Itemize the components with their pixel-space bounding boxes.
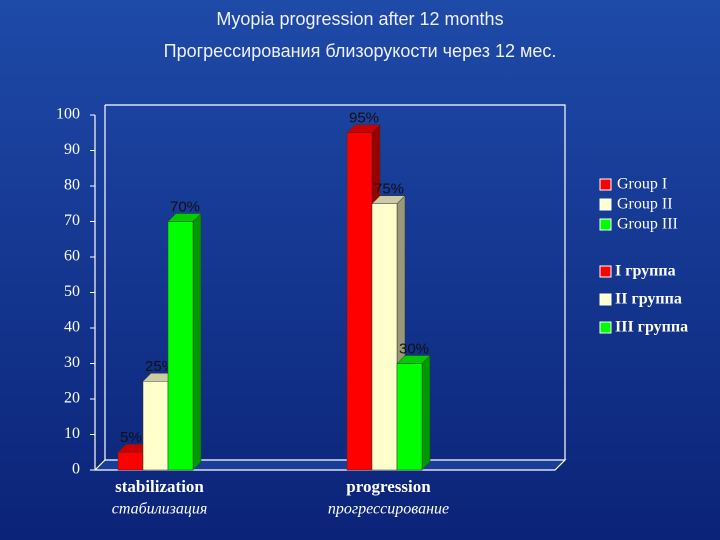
bar xyxy=(142,381,169,471)
legend-label: Group I xyxy=(617,176,667,193)
back-wall xyxy=(105,104,566,460)
bar-side xyxy=(421,354,431,471)
y-tick-label: 70 xyxy=(64,212,80,229)
y-tick-label: 100 xyxy=(56,106,80,123)
y-tick-label: 10 xyxy=(64,425,80,442)
y-tick-label: 60 xyxy=(64,248,80,265)
x-tick-label-ru: стабилизация xyxy=(112,501,208,518)
legend-swatch xyxy=(599,218,612,231)
value-label: 30% xyxy=(399,340,429,357)
y-tick-label: 50 xyxy=(64,283,80,300)
plot-frame xyxy=(93,104,567,471)
chart-subtitle: Прогрессирования близорукости через 12 м… xyxy=(164,41,557,61)
x-tick-label: stabilization xyxy=(115,477,204,496)
x-tick-label: progression xyxy=(346,477,431,496)
legend-swatch xyxy=(599,293,612,306)
legend-label-ru: I группа xyxy=(615,263,676,280)
bar xyxy=(346,132,373,471)
y-tick-label: 0 xyxy=(72,461,80,478)
legend-swatch xyxy=(599,321,612,334)
legend-swatch xyxy=(599,178,612,191)
bar xyxy=(396,363,423,471)
value-label: 75% xyxy=(374,181,404,198)
legend-swatch xyxy=(599,198,612,211)
legend-label-ru: III группа xyxy=(615,319,688,336)
x-tick-label-ru: прогрессирование xyxy=(328,501,449,518)
value-label: 95% xyxy=(349,110,379,127)
y-tick-label: 40 xyxy=(64,319,80,336)
value-label: 5% xyxy=(120,429,142,446)
bar xyxy=(167,221,194,471)
chart-title: Myopia progression after 12 months xyxy=(216,9,503,29)
legend-label: Group II xyxy=(617,196,673,213)
bar-side xyxy=(192,212,202,471)
legend-label-ru: II группа xyxy=(615,291,682,308)
bar xyxy=(117,452,144,471)
value-label: 25% xyxy=(145,358,175,375)
y-tick-label: 90 xyxy=(64,141,80,158)
y-tick-label: 20 xyxy=(64,390,80,407)
y-tick-label: 30 xyxy=(64,354,80,371)
bar xyxy=(371,203,398,471)
legend-swatch xyxy=(599,265,612,278)
y-tick-label: 80 xyxy=(64,177,80,194)
value-label: 70% xyxy=(170,198,200,215)
legend-label: Group III xyxy=(617,216,678,233)
